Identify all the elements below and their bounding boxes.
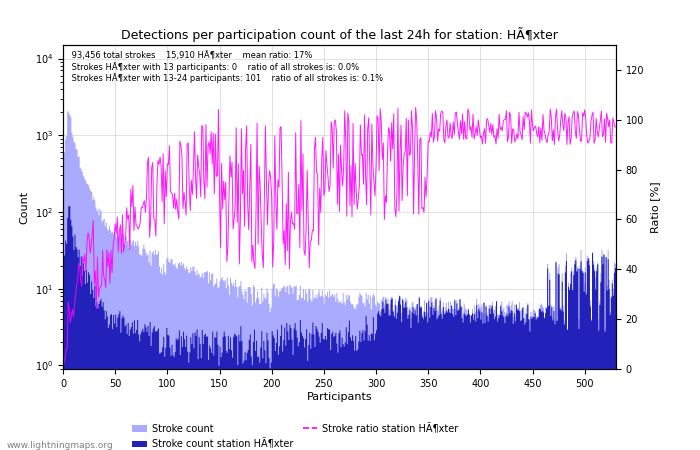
Y-axis label: Ratio [%]: Ratio [%] — [650, 181, 660, 233]
Title: Detections per participation count of the last 24h for station: HÃ¶xter: Detections per participation count of th… — [121, 27, 558, 42]
Y-axis label: Count: Count — [19, 190, 29, 224]
Legend: Stroke count, Stroke count station HÃ¶xter, Stroke ratio station HÃ¶xter: Stroke count, Stroke count station HÃ¶xt… — [128, 419, 462, 450]
Text: www.lightningmaps.org: www.lightningmaps.org — [7, 441, 113, 450]
Text: 93,456 total strokes    15,910 HÃ¶xter    mean ratio: 17%
 Strokes HÃ¶xter with : 93,456 total strokes 15,910 HÃ¶xter mean… — [69, 51, 383, 83]
X-axis label: Participants: Participants — [307, 392, 372, 401]
